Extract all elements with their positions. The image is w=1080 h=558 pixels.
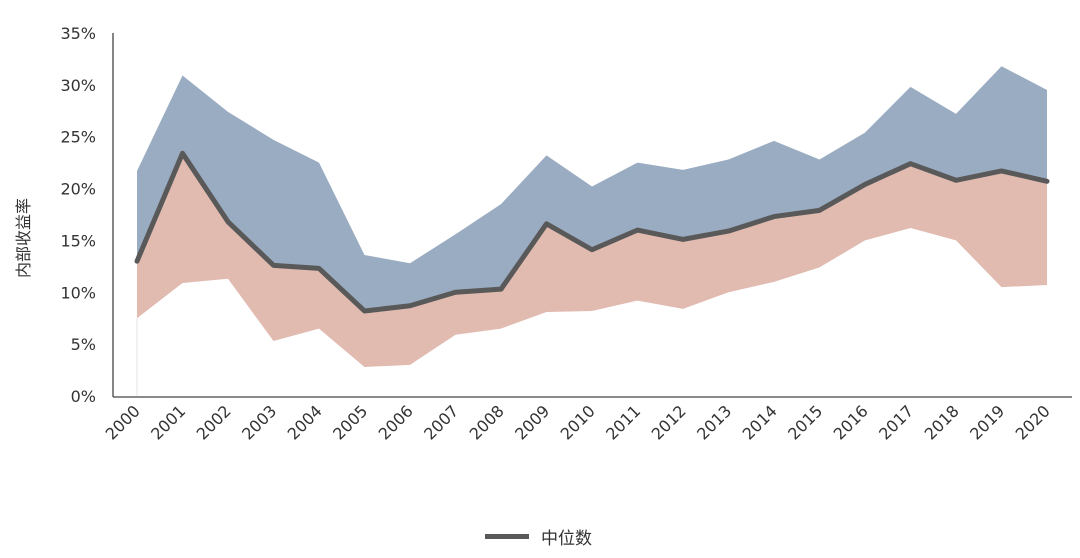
chart-areas [137, 66, 1047, 367]
legend-median-label: 中位数 [541, 528, 592, 549]
x-tick-label: 2018 [921, 401, 963, 443]
x-tick-label: 2003 [238, 401, 280, 443]
y-tick-label: 35% [60, 24, 96, 43]
x-tick-label: 2010 [557, 401, 599, 443]
chart-axes [112, 33, 1072, 398]
y-tick-label: 30% [60, 76, 96, 95]
median-line-group [134, 150, 1050, 314]
x-tick-label: 2019 [966, 401, 1008, 443]
legend: 中位数 [485, 522, 592, 550]
x-tick-label: 2016 [830, 401, 872, 443]
x-tick-label: 2000 [102, 401, 144, 443]
upper-band-area [137, 66, 1047, 311]
median-series-line [134, 150, 1050, 314]
x-tick-label: 2002 [193, 401, 235, 443]
lower-band-area [137, 153, 1047, 367]
x-tick-label: 2011 [602, 401, 644, 443]
x-tick-label: 2013 [693, 401, 735, 443]
x-tick-label: 2015 [784, 401, 826, 443]
x-tick-label: 2001 [147, 401, 189, 443]
y-tick-label: 5% [71, 335, 96, 354]
x-tick-label: 2009 [511, 401, 553, 443]
x-tick-label: 2020 [1012, 401, 1054, 443]
x-tick-label: 2014 [739, 401, 781, 443]
x-tick-label: 2008 [466, 401, 508, 443]
y-tick-label: 10% [60, 283, 96, 302]
y-axis-label: 内部收益率 [14, 198, 33, 278]
x-tick-label: 2004 [284, 401, 326, 443]
legend-median-swatch [485, 533, 529, 539]
y-tick-label: 25% [60, 128, 96, 147]
y-axis-ticks: 0% 5% 10% 15% 20% 25% 30% 35% [60, 24, 96, 406]
x-tick-label: 2012 [648, 401, 690, 443]
y-tick-label: 20% [60, 180, 96, 199]
y-tick-label: 15% [60, 231, 96, 250]
x-tick-label: 2017 [875, 401, 917, 443]
y-tick-label: 0% [71, 387, 96, 406]
x-axis-ticks: 2000 2001 2002 2003 2004 2005 2006 2007 2008 2009… [102, 401, 1054, 443]
x-tick-label: 2005 [329, 401, 371, 443]
x-tick-label: 2007 [420, 401, 462, 443]
x-tick-label: 2006 [375, 401, 417, 443]
